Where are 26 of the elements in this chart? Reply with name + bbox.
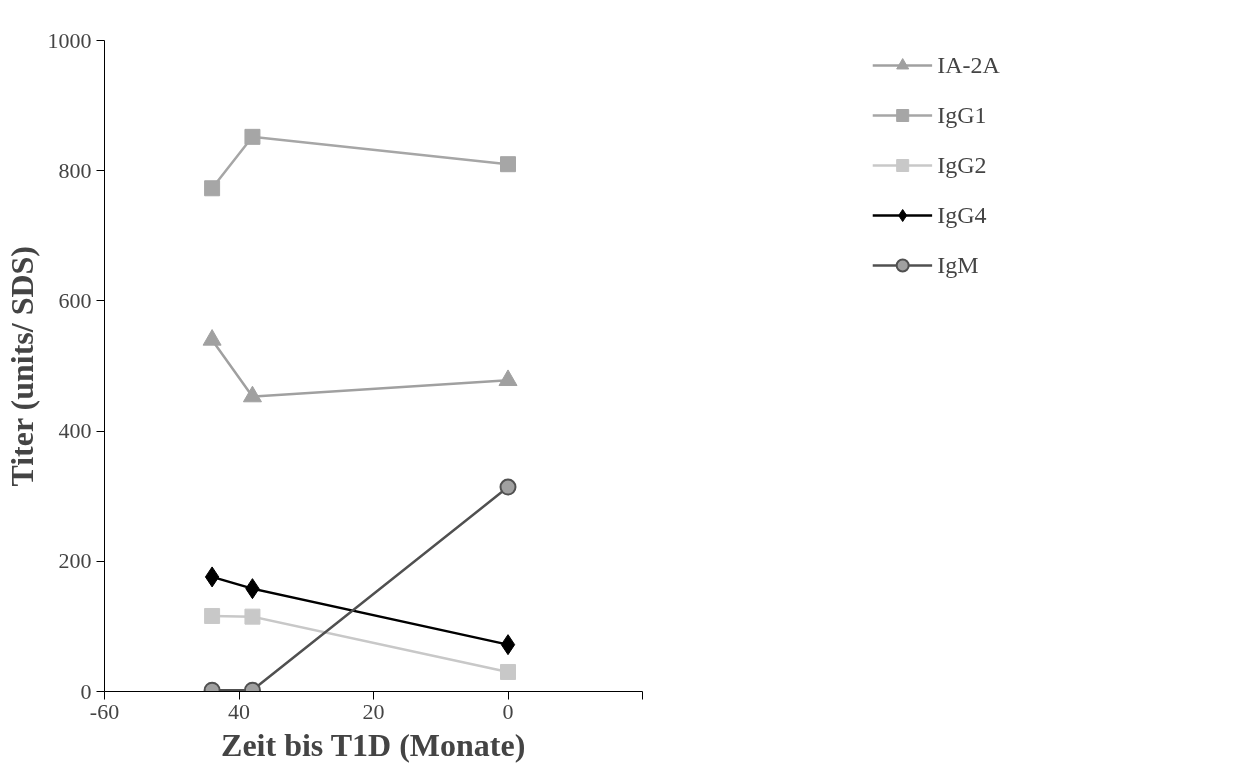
legend-label: IgG2 (937, 151, 987, 179)
y-tick-label: 200 (58, 548, 92, 574)
legend-label: IA-2A (937, 51, 1000, 79)
legend-label: IgG1 (937, 101, 987, 129)
point (500, 634, 516, 656)
point (244, 608, 261, 625)
y-axis-title: Titer (units/ SDS) (3, 245, 40, 487)
point (204, 180, 221, 197)
x-axis-title: Zeit bis T1D (Monate) (221, 726, 526, 763)
point (500, 663, 516, 680)
point (500, 156, 516, 173)
point (204, 607, 221, 624)
x-tick-label: 20 (362, 698, 385, 724)
x-tick-label: 0 (502, 698, 514, 724)
y-tick-label: 600 (58, 287, 92, 313)
point (499, 478, 517, 496)
y-tick-label: 1000 (47, 27, 92, 53)
x-tick-label: 40 (228, 698, 250, 724)
x-tick-label: -60 (89, 698, 120, 724)
y-tick-label: 800 (58, 157, 92, 183)
legend-label: IgG4 (937, 201, 987, 229)
point (244, 128, 261, 145)
y-tick-label: 0 (80, 678, 92, 704)
point (204, 566, 220, 588)
legend-label: IgM (937, 251, 979, 279)
y-tick-label: 400 (58, 418, 92, 444)
